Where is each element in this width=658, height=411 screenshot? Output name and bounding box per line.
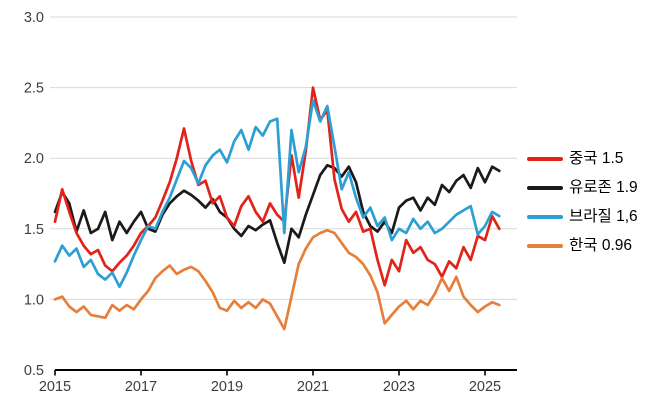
legend-item-korea: 한국 0.96: [527, 237, 638, 255]
series-line-korea: [53, 228, 501, 331]
legend-item-brazil: 브라질 1,6: [527, 208, 638, 226]
legend-swatch-china: [527, 156, 563, 162]
series-line-china: [53, 86, 501, 287]
y-axis-label-2.5: 2.5: [24, 81, 44, 97]
legend-swatch-korea: [527, 243, 563, 249]
legend-label-korea: 한국 0.96: [569, 237, 632, 254]
y-axis-label-3.0: 3.0: [24, 10, 44, 26]
legend-label-eurozone: 유로존 1.9: [569, 179, 638, 196]
x-axis-label-2015: 2015: [39, 379, 71, 395]
legend-item-china: 중국 1.5: [527, 150, 638, 168]
series-line-brazil: [53, 98, 501, 289]
y-axis-label-1.0: 1.0: [24, 292, 44, 308]
y-axis-label-2.0: 2.0: [24, 151, 44, 167]
x-axis-label-2023: 2023: [383, 379, 415, 395]
series-line-eurozone: [53, 163, 501, 265]
y-axis-label-1.5: 1.5: [24, 222, 44, 238]
y-axis-label-0.5: 0.5: [24, 363, 44, 379]
legend-label-brazil: 브라질 1,6: [569, 208, 638, 225]
legend-swatch-brazil: [527, 214, 563, 220]
x-axis-label-2025: 2025: [469, 379, 501, 395]
x-axis-label-2019: 2019: [211, 379, 243, 395]
legend-label-china: 중국 1.5: [569, 150, 624, 167]
legend: 중국 1.5 유로존 1.9 브라질 1,6 한국 0.96: [527, 150, 638, 255]
x-axis-label-2017: 2017: [125, 379, 157, 395]
legend-swatch-eurozone: [527, 185, 563, 191]
legend-item-eurozone: 유로존 1.9: [527, 179, 638, 197]
x-axis-label-2021: 2021: [297, 379, 329, 395]
